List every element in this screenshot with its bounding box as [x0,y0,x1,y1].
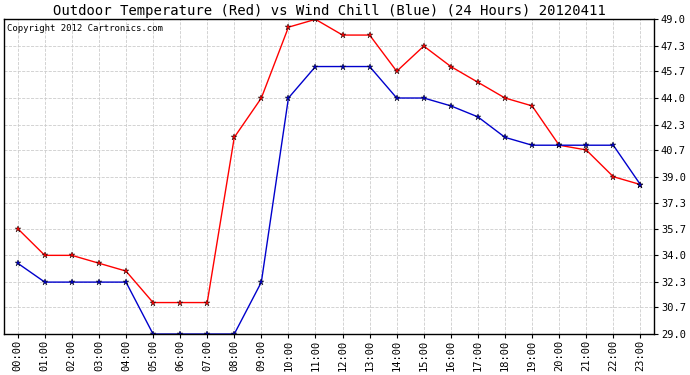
Title: Outdoor Temperature (Red) vs Wind Chill (Blue) (24 Hours) 20120411: Outdoor Temperature (Red) vs Wind Chill … [52,4,605,18]
Text: Copyright 2012 Cartronics.com: Copyright 2012 Cartronics.com [8,24,164,33]
